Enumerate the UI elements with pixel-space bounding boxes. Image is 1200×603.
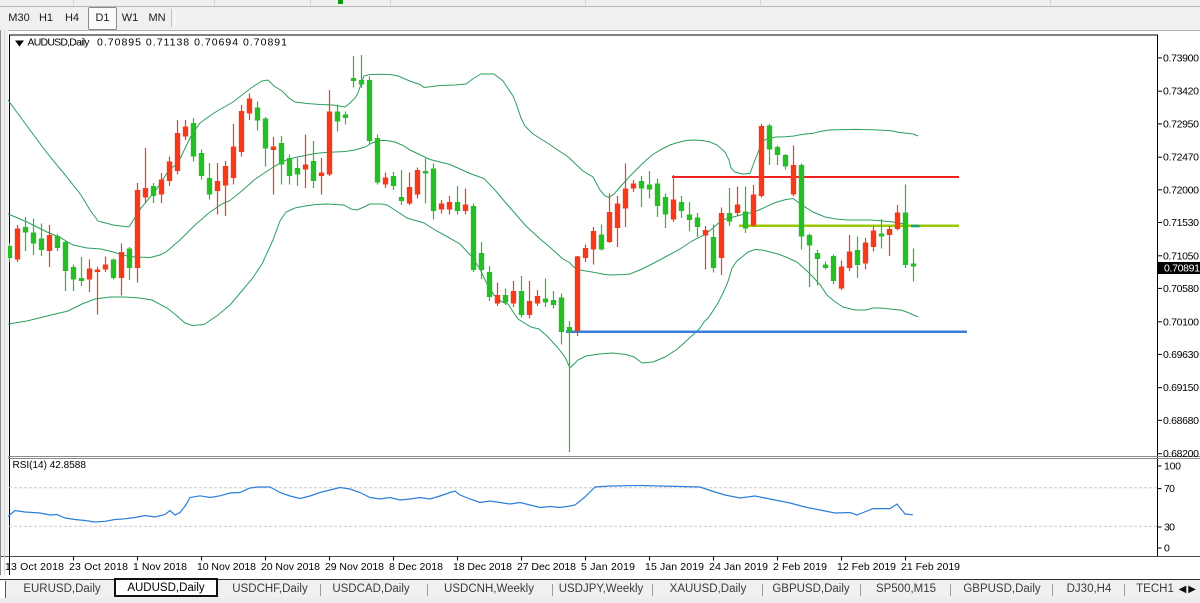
svg-text:20 Nov 2018: 20 Nov 2018 <box>261 561 320 573</box>
svg-text:23 Oct 2018: 23 Oct 2018 <box>69 561 128 573</box>
svg-text:0.69150: 0.69150 <box>1163 382 1199 394</box>
svg-text:0.68200: 0.68200 <box>1163 448 1199 460</box>
svg-text:0.68680: 0.68680 <box>1163 415 1199 427</box>
svg-text:8 Dec 2018: 8 Dec 2018 <box>389 561 443 573</box>
svg-text:2 Feb 2019: 2 Feb 2019 <box>773 561 827 573</box>
svg-text:0.73900: 0.73900 <box>1163 52 1199 64</box>
svg-text:24 Jan 2019: 24 Jan 2019 <box>709 561 768 573</box>
svg-text:0.72000: 0.72000 <box>1163 184 1199 196</box>
svg-text:0.72950: 0.72950 <box>1163 118 1199 130</box>
svg-text:1 Nov 2018: 1 Nov 2018 <box>133 561 187 573</box>
svg-text:70: 70 <box>1164 483 1175 495</box>
svg-text:0.70891: 0.70891 <box>1164 263 1200 275</box>
svg-text:100: 100 <box>1164 461 1181 473</box>
svg-text:0.70100: 0.70100 <box>1163 316 1199 328</box>
svg-text:0.71050: 0.71050 <box>1163 250 1199 262</box>
svg-text:10 Nov 2018: 10 Nov 2018 <box>197 561 256 573</box>
svg-text:13 Oct 2018: 13 Oct 2018 <box>5 561 64 573</box>
svg-text:12 Feb 2019: 12 Feb 2019 <box>837 561 896 573</box>
svg-text:0.72470: 0.72470 <box>1163 152 1199 164</box>
svg-text:21 Feb 2019: 21 Feb 2019 <box>901 561 960 573</box>
svg-text:5 Jan 2019: 5 Jan 2019 <box>581 561 635 573</box>
svg-text:AUDUSD,Daily: AUDUSD,Daily <box>28 37 91 49</box>
svg-text:0.71530: 0.71530 <box>1163 217 1199 229</box>
svg-text:29 Nov 2018: 29 Nov 2018 <box>325 561 384 573</box>
svg-text:27 Dec 2018: 27 Dec 2018 <box>517 561 576 573</box>
svg-text:0.70580: 0.70580 <box>1163 283 1199 295</box>
svg-text:0: 0 <box>1164 543 1170 555</box>
svg-text:30: 30 <box>1164 522 1175 534</box>
svg-text:15 Jan 2019: 15 Jan 2019 <box>645 561 704 573</box>
svg-text:0.73420: 0.73420 <box>1163 86 1199 98</box>
svg-text:0.69630: 0.69630 <box>1163 349 1199 361</box>
svg-text:18 Dec 2018: 18 Dec 2018 <box>453 561 512 573</box>
svg-text:RSI(14) 42.8588: RSI(14) 42.8588 <box>13 460 87 471</box>
svg-text:0.70895 0.71138 0.70694 0.7089: 0.70895 0.71138 0.70694 0.70891 <box>97 37 287 49</box>
